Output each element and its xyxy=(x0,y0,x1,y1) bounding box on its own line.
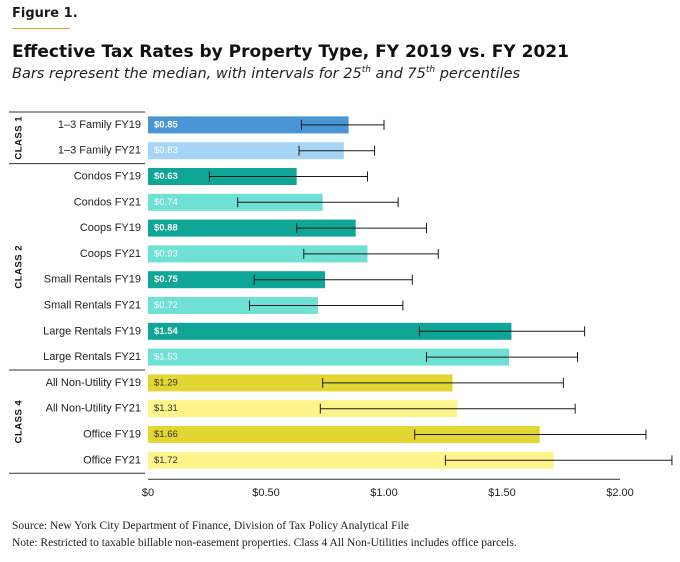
value-label: $1.54 xyxy=(154,326,178,337)
subtitle-middle: and 75 xyxy=(370,65,426,82)
category-label: Coops FY21 xyxy=(80,248,141,260)
restriction-note: Note: Restricted to taxable billable non… xyxy=(12,537,517,549)
category-label: All Non-Utility FY19 xyxy=(46,377,141,389)
x-tick-label: $1.00 xyxy=(370,487,398,499)
value-label: $0.83 xyxy=(154,145,178,156)
category-label: Office FY19 xyxy=(83,429,141,441)
value-label: $0.63 xyxy=(154,171,178,182)
subtitle-suffix: percentiles xyxy=(435,65,521,82)
median-bar xyxy=(148,322,512,340)
chart-subtitle: Bars represent the median, with interval… xyxy=(12,65,520,82)
median-bar xyxy=(148,116,349,134)
median-bar xyxy=(148,374,453,392)
value-label: $1.53 xyxy=(154,352,178,363)
figure-label-rule xyxy=(12,28,70,29)
x-tick-label: $0.50 xyxy=(252,487,280,499)
class-group-label: CLASS 2 xyxy=(14,245,25,289)
category-label: Small Rentals FY19 xyxy=(44,274,141,286)
subtitle-sup-25: th xyxy=(361,65,371,75)
bar-chart: CLASS 1 CLASS 2 CLASS 4 1–3 Family FY19 $0.8… xyxy=(9,111,673,499)
median-bar xyxy=(148,451,554,469)
category-label: 1–3 Family FY19 xyxy=(58,119,141,131)
category-label: All Non-Utility FY21 xyxy=(46,403,141,415)
category-label: 1–3 Family FY21 xyxy=(58,145,141,157)
value-label: $1.29 xyxy=(154,377,178,388)
value-label: $1.31 xyxy=(154,403,178,414)
value-label: $0.75 xyxy=(154,274,178,285)
value-label: $0.93 xyxy=(154,248,178,259)
value-label: $0.72 xyxy=(154,300,178,311)
category-label: Office FY21 xyxy=(83,454,141,466)
chart-notes: Source: New York City Department of Fina… xyxy=(12,518,517,552)
subtitle-prefix: Bars represent the median, with interval… xyxy=(12,65,362,82)
class-group-label: CLASS 4 xyxy=(14,400,25,444)
value-label: $0.88 xyxy=(154,223,178,234)
value-label: $0.85 xyxy=(154,119,178,130)
category-label: Large Rentals FY19 xyxy=(43,325,141,337)
category-label: Small Rentals FY21 xyxy=(44,300,141,312)
category-label: Coops FY19 xyxy=(80,222,141,234)
category-label: Large Rentals FY21 xyxy=(43,351,141,363)
median-bar xyxy=(148,142,344,160)
chart-title: Effective Tax Rates by Property Type, FY… xyxy=(12,42,569,62)
category-label: Condos FY21 xyxy=(74,196,141,208)
median-bar xyxy=(148,245,368,263)
value-label: $1.72 xyxy=(154,455,178,466)
median-bar xyxy=(148,348,510,366)
x-tick-label: $1.50 xyxy=(488,487,516,499)
median-bar xyxy=(148,219,356,237)
median-bar xyxy=(148,426,540,443)
value-label: $0.74 xyxy=(154,197,178,208)
subtitle-sup-75: th xyxy=(425,65,436,75)
source-note: Source: New York City Department of Fina… xyxy=(12,520,409,532)
value-label: $1.66 xyxy=(154,429,178,440)
median-bar xyxy=(148,193,323,211)
category-label: Condos FY19 xyxy=(74,171,141,183)
figure-label: Figure 1. xyxy=(12,6,78,21)
x-tick-label: $0 xyxy=(142,487,154,499)
median-bar xyxy=(148,400,458,418)
median-bar xyxy=(148,271,325,289)
x-tick-label: $2.00 xyxy=(606,487,634,499)
class-group-label: CLASS 1 xyxy=(14,116,25,160)
median-bar xyxy=(148,297,318,314)
